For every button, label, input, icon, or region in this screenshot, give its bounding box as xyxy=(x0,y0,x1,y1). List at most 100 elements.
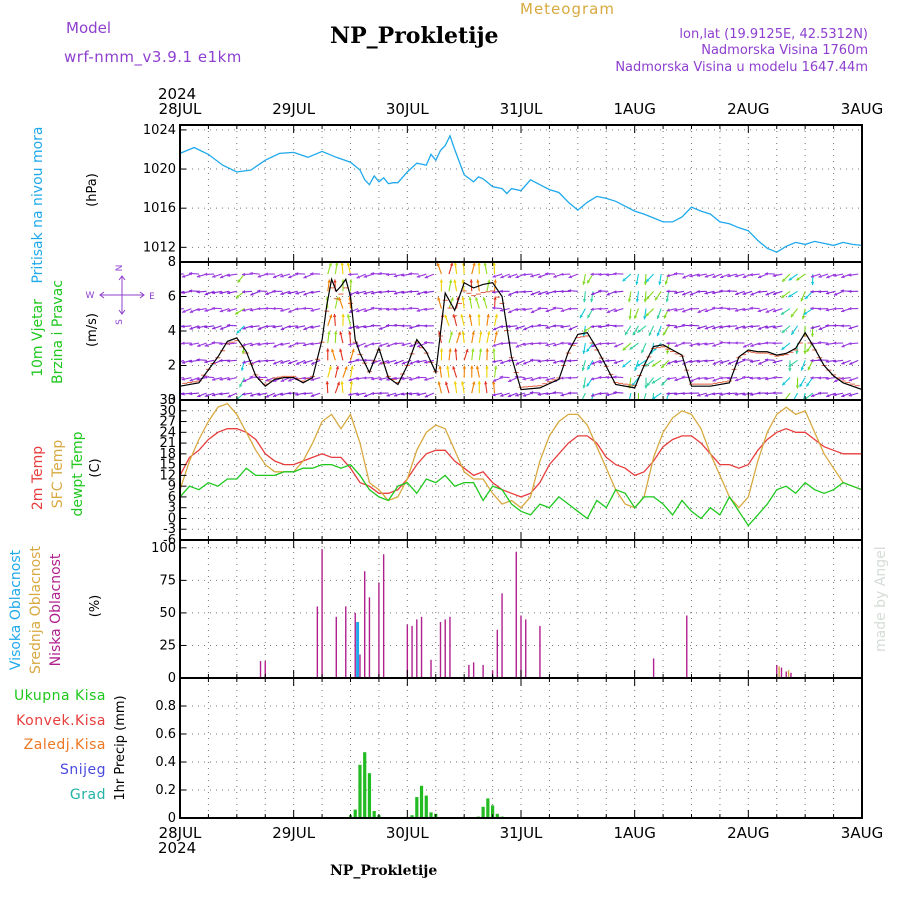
wind-arrow-head xyxy=(500,342,503,345)
wind-side-label-1: 10m Vjetar xyxy=(30,299,46,377)
precip-side-label-3: Zaledj.Kisa xyxy=(24,737,106,753)
low-cloud-bar xyxy=(421,617,422,678)
axis-layer: 101210161020102402468-6-3036912151821242… xyxy=(143,100,883,842)
wind-arrow-head xyxy=(333,279,336,282)
wind-arrow-head xyxy=(583,299,586,302)
wind-arrow-head xyxy=(818,290,821,293)
wind-arrow xyxy=(628,393,630,404)
wind-arrow-head xyxy=(591,325,594,328)
wind-arrow-head xyxy=(409,290,412,293)
wind-arrow-head xyxy=(463,366,466,369)
low-cloud-bar xyxy=(497,630,498,678)
low-cloud-bar xyxy=(411,626,412,678)
wind-arrow xyxy=(643,393,646,404)
wind-arrow-head xyxy=(347,314,350,317)
marks-layer xyxy=(174,136,862,818)
temp-side-label-2: SFC Temp xyxy=(50,440,66,509)
wind-arrow-head xyxy=(401,324,404,327)
wind-arrow-head xyxy=(295,307,298,310)
wind-arrow-head xyxy=(507,325,510,328)
y-tick-label: 0.6 xyxy=(155,727,176,742)
total-precip-bar xyxy=(425,796,428,818)
x-tick-label-bottom: 29JUL xyxy=(272,824,315,842)
wind-arrow-head xyxy=(735,341,738,344)
total-precip-bar xyxy=(482,807,485,818)
wind-arrow-head xyxy=(219,359,222,362)
total-precip-bar xyxy=(486,798,489,818)
wind-arrow-head xyxy=(613,375,616,378)
wind-arrow-head xyxy=(462,331,465,334)
compass-south: S xyxy=(115,319,125,325)
wind-arrow-head xyxy=(174,377,177,380)
wind-unit: (m/s) xyxy=(85,313,100,347)
total-precip-bar xyxy=(420,786,423,818)
total-precip-bar xyxy=(363,752,366,818)
wind-arrow-head xyxy=(371,342,374,345)
x-tick-label-bottom: 30JUL xyxy=(386,824,429,842)
wind-arrow-head xyxy=(265,307,268,310)
wind-arrow-head xyxy=(181,325,184,328)
y-tick-label: 1016 xyxy=(143,201,176,216)
wind-arrow-head xyxy=(818,376,821,379)
wind-arrow-head xyxy=(833,341,836,344)
y-tick-label: 1012 xyxy=(143,240,176,255)
page-title: NP_Prokletije xyxy=(330,23,499,49)
x-tick-label-bottom: 28JUL xyxy=(159,824,202,842)
wind-arrow-head xyxy=(697,290,700,293)
wind-arrow xyxy=(174,309,184,311)
wind-arrow-head xyxy=(265,359,268,362)
cloud-side-label-3: Niska Oblacnost xyxy=(48,553,64,666)
wind-arrow-head xyxy=(651,401,654,404)
pressure-side-label: Pritisak na nivou mora xyxy=(30,126,46,283)
wind-arrow-head xyxy=(272,307,275,310)
wind-arrow-head xyxy=(204,273,207,276)
wind-arrow-head xyxy=(803,351,806,354)
y-tick-label: 33 xyxy=(159,393,176,408)
compass-east: E xyxy=(149,292,155,302)
wind-side-label-2: Brzina i Pravac xyxy=(50,280,66,384)
wind-arrow-head xyxy=(727,289,730,292)
wind-arrow xyxy=(665,393,668,403)
wind-arrow-head xyxy=(598,376,601,379)
precip-side-label-4: Snijeg xyxy=(60,762,106,778)
wind-arrow-head xyxy=(454,348,457,351)
low-cloud-bar xyxy=(260,661,261,678)
meteogram-label: Meteogram xyxy=(520,0,615,18)
wind-arrow-head xyxy=(727,341,730,344)
x-tick-label-bottom: 2AUG xyxy=(727,824,769,842)
wind-arrow-head xyxy=(788,368,791,371)
wind-arrow-head xyxy=(811,282,814,285)
wind-arrow-head xyxy=(750,273,753,276)
low-cloud-bar xyxy=(355,613,356,678)
wind-arrow-head xyxy=(765,392,768,395)
watermark: made by Angel xyxy=(873,546,889,652)
panel-frame xyxy=(180,400,862,540)
wind-arrow-head xyxy=(598,342,601,345)
sfc-temp-line xyxy=(180,404,862,508)
wind-arrow-head xyxy=(500,290,503,293)
wind-arrow xyxy=(581,393,586,403)
wind-arrow-head xyxy=(303,307,306,310)
low-cloud-bar xyxy=(482,665,483,678)
wind-arrow-head xyxy=(424,324,427,327)
wind-arrow-head xyxy=(757,391,760,394)
wind-arrow-head xyxy=(181,342,184,345)
precip-side-label-5: Grad xyxy=(70,787,106,803)
lonlat-label: lon,lat (19.9125E, 42.5312N) xyxy=(679,27,868,42)
y-tick-label: 6 xyxy=(168,290,176,305)
temp-side-label-1: 2m Temp xyxy=(30,446,46,510)
wind-arrow-head xyxy=(257,307,260,310)
low-cloud-bar xyxy=(449,617,450,678)
wind-arrow-head xyxy=(303,392,306,395)
wind-arrow-head xyxy=(477,314,480,317)
low-cloud-bar xyxy=(416,619,417,678)
wind-arrow-head xyxy=(613,324,616,327)
wind-arrow-head xyxy=(666,290,669,293)
wind-arrow-head xyxy=(560,341,563,344)
wind-arrow-head xyxy=(727,325,730,328)
low-cloud-bar xyxy=(430,660,431,678)
wind-arrow-head xyxy=(765,341,768,344)
wind-arrow-head xyxy=(478,381,481,384)
y-tick-label: 0.4 xyxy=(155,755,176,770)
wind-arrow-head xyxy=(326,348,329,351)
